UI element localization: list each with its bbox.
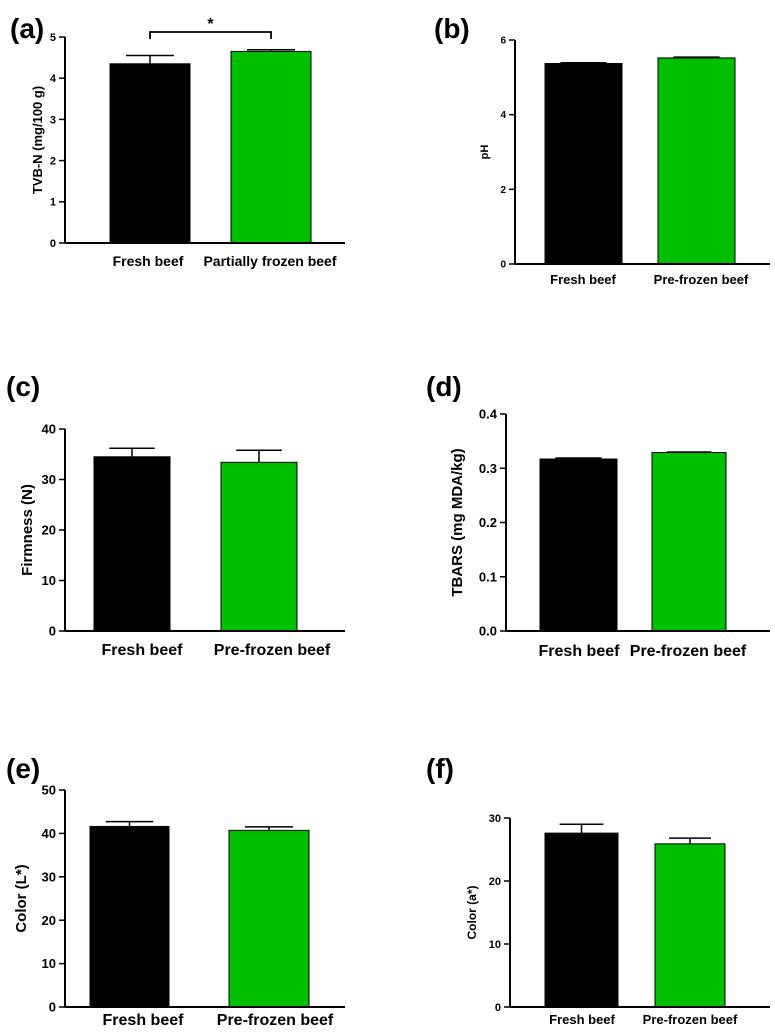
y-tick-label: 40 <box>42 422 56 437</box>
y-tick-label: 30 <box>42 472 56 487</box>
error-bar-frozen-beef <box>666 451 712 453</box>
panel-e: (e) 0 10 20 30 40 50 Color (L*) Fresh beef Pre-f… <box>0 740 370 1030</box>
y-tick-label: 2 <box>500 185 506 196</box>
y-tick-label: 4 <box>50 73 57 85</box>
y-tick-label: 6 <box>500 36 506 47</box>
chart-d: (d) 0.0 0.1 0.2 0.3 0.4 TBARS (mg MDA/kg) Fres… <box>426 371 770 660</box>
y-axis-label: TBARS (mg MDA/kg) <box>449 448 466 596</box>
error-bar-frozen-beef <box>673 56 720 58</box>
bar-frozen-beef <box>228 829 310 1008</box>
significance-marker: * <box>207 16 214 33</box>
y-tick-label: 50 <box>42 783 56 798</box>
category-label: Pre-frozen beef <box>654 272 749 287</box>
error-bar-frozen-beef <box>236 449 282 463</box>
chart-b: (b) 0 2 4 6 pH Fresh beef Pre-frozen beef <box>434 13 770 287</box>
chart-a: (a) 0 1 2 3 4 5 TVB-N (mg/100 g) Fresh beef Part… <box>10 13 345 269</box>
y-tick-label: 0 <box>495 1002 501 1014</box>
y-tick-label: 30 <box>42 869 56 884</box>
bar-fresh-beef <box>544 63 623 265</box>
chart-e: (e) 0 10 20 30 40 50 Color (L*) Fresh beef Pre-f… <box>6 753 345 1029</box>
panel-f: (f) 0 10 20 30 Color (a*) Fresh beef Pre-froze… <box>400 740 775 1030</box>
y-axis-label: TVB-N (mg/100 g) <box>30 86 45 194</box>
y-tick-label: 0.3 <box>479 461 497 476</box>
category-label: Fresh beef <box>550 272 616 287</box>
y-tick-label: 40 <box>42 826 56 841</box>
error-bar-fresh-beef <box>555 457 602 460</box>
error-bar-frozen-beef <box>245 826 293 831</box>
y-tick-label: 1 <box>50 197 56 209</box>
bracket-line <box>149 31 272 39</box>
y-tick-label: 3 <box>50 114 56 126</box>
category-label: Fresh beef <box>102 642 184 659</box>
error-bar-fresh-beef <box>109 447 155 457</box>
y-tick-label: 0 <box>49 624 56 639</box>
y-axis-label: Firmness (N) <box>19 484 36 576</box>
panel-label-f: (f) <box>426 753 454 784</box>
panel-d: (d) 0.0 0.1 0.2 0.3 0.4 TBARS (mg MDA/kg) Fres… <box>400 360 775 670</box>
y-tick-label: 0 <box>49 1000 56 1015</box>
y-tick-label: 0 <box>50 238 56 250</box>
y-tick-label: 10 <box>42 956 56 971</box>
chart-f: (f) 0 10 20 30 Color (a*) Fresh beef Pre-froze… <box>426 753 770 1027</box>
significance-bracket <box>149 31 272 39</box>
bar-fresh-beef <box>109 63 191 244</box>
error-bar-frozen-beef <box>669 837 711 844</box>
category-label: Pre-frozen beef <box>217 1012 334 1029</box>
bar-frozen-beef <box>230 50 312 244</box>
y-tick-label: 30 <box>489 813 501 825</box>
bar-frozen-beef <box>657 57 736 265</box>
panel-b: (b) 0 2 4 6 pH Fresh beef Pre-frozen beef <box>400 0 775 300</box>
category-label: Pre-frozen beef <box>214 642 331 659</box>
y-tick-label: 10 <box>42 573 56 588</box>
chart-c: (c) 0 10 20 30 40 Firmness (N) Fresh beef Pre-f… <box>6 371 345 659</box>
category-label: Fresh beef <box>539 643 621 660</box>
panel-label-a: (a) <box>10 13 44 44</box>
error-bar-fresh-beef <box>559 823 604 834</box>
y-tick-label: 5 <box>50 32 56 44</box>
error-bar-fresh-beef <box>105 820 154 827</box>
error-bar-fresh-beef <box>560 62 607 64</box>
y-tick-label: 0.4 <box>479 407 498 422</box>
bar-fresh-beef <box>93 456 171 632</box>
category-label: Fresh beef <box>549 1012 615 1027</box>
error-bar-fresh-beef <box>126 54 174 64</box>
y-tick-label: 20 <box>42 523 56 538</box>
bar-fresh-beef <box>89 825 170 1008</box>
y-tick-label: 0 <box>500 260 506 271</box>
bar-fresh-beef <box>539 458 618 632</box>
category-label: Pre-frozen beef <box>643 1012 738 1027</box>
y-tick-label: 4 <box>500 110 506 121</box>
bar-frozen-beef <box>654 843 726 1008</box>
y-tick-label: 0.2 <box>479 515 497 530</box>
panel-label-d: (d) <box>426 371 462 402</box>
category-label: Fresh beef <box>103 1012 185 1029</box>
panel-label-b: (b) <box>434 13 470 44</box>
y-axis-label: Color (a*) <box>465 885 479 939</box>
category-label: Fresh beef <box>113 253 184 269</box>
panel-c: (c) 0 10 20 30 40 Firmness (N) Fresh beef Pre-f… <box>0 360 370 670</box>
panel-label-e: (e) <box>6 753 40 784</box>
category-label: Partially frozen beef <box>203 253 336 269</box>
bar-frozen-beef <box>651 452 727 632</box>
y-axis-label: Color (L*) <box>13 864 30 932</box>
bar-frozen-beef <box>220 461 298 632</box>
y-tick-label: 0.0 <box>479 624 497 639</box>
panel-a: (a) 0 1 2 3 4 5 TVB-N (mg/100 g) Fresh beef Part… <box>0 0 370 290</box>
y-tick-label: 2 <box>50 155 56 167</box>
y-tick-label: 20 <box>42 913 56 928</box>
y-axis-label: pH <box>479 145 491 160</box>
panel-label-c: (c) <box>6 371 40 402</box>
category-label: Pre-frozen beef <box>630 643 747 660</box>
y-tick-label: 10 <box>489 939 501 951</box>
y-tick-label: 0.1 <box>479 569 497 584</box>
bar-fresh-beef <box>544 832 619 1008</box>
y-tick-label: 20 <box>489 876 501 888</box>
error-bar-frozen-beef <box>247 49 295 52</box>
